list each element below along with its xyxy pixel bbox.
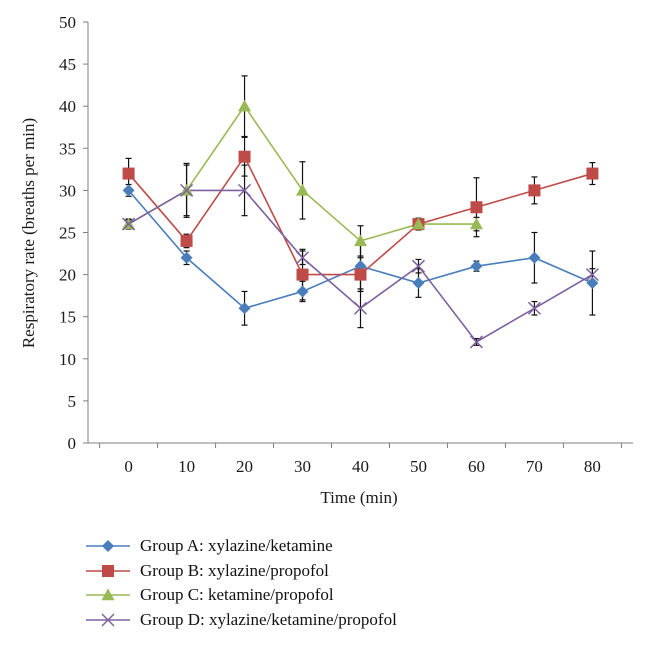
- marker-stroke: [180, 183, 194, 197]
- marker-stroke: [411, 259, 426, 273]
- legend-label: Group A: xylazine/ketamine: [140, 536, 333, 556]
- series-a-point: [528, 251, 541, 264]
- legend-swatch: [86, 540, 130, 553]
- x-tick-label: 30: [294, 457, 311, 476]
- legend-swatch: [86, 613, 130, 627]
- y-tick-label: 25: [59, 224, 76, 243]
- legend-label: Group C: ketamine/propofol: [140, 585, 334, 605]
- legend-swatch: [86, 588, 130, 601]
- series-b-point: [238, 150, 251, 163]
- y-tick-label: 35: [59, 139, 76, 158]
- y-tick-label: 30: [59, 181, 76, 200]
- y-tick-label: 10: [59, 350, 76, 369]
- series-b-point: [586, 167, 599, 180]
- legend-swatch: [86, 564, 130, 577]
- series-c-point: [469, 217, 483, 230]
- marker-stroke: [585, 268, 599, 282]
- x-tick-label: 0: [124, 457, 133, 476]
- y-tick-label: 45: [59, 55, 76, 74]
- legend-item-a: Group A: xylazine/ketamine: [84, 534, 397, 559]
- x-tick-label: 40: [352, 457, 369, 476]
- x-tick-label: 50: [410, 457, 427, 476]
- series-a-point: [296, 285, 309, 298]
- marker-stroke: [527, 301, 541, 315]
- x-tick-label: 60: [468, 457, 485, 476]
- legend-swatch-marker: [101, 588, 115, 601]
- series-d-point: [295, 251, 310, 265]
- y-tick-label: 20: [59, 266, 76, 285]
- series-a-point: [180, 251, 193, 264]
- marker-stroke: [101, 613, 115, 627]
- legend-label: Group B: xylazine/propofol: [140, 560, 329, 580]
- marker-stroke: [469, 335, 483, 349]
- series-a-point: [238, 302, 251, 315]
- marker-stroke: [353, 301, 368, 315]
- series-a-point: [586, 277, 599, 290]
- x-tick-label: 80: [584, 457, 601, 476]
- legend-label: Group D: xylazine/ketamine/propofol: [140, 609, 397, 629]
- legend-swatch-marker: [102, 564, 114, 577]
- x-tick-label: 20: [236, 457, 253, 476]
- series-d-point: [122, 217, 136, 231]
- series-d-point: [469, 335, 483, 349]
- series-b-point: [296, 268, 309, 281]
- series-a-point: [470, 260, 483, 273]
- series-b-point: [122, 167, 135, 180]
- series-c-point: [238, 99, 252, 112]
- series-c-point: [296, 183, 310, 196]
- marker-stroke: [238, 183, 252, 197]
- y-tick-label: 50: [59, 13, 76, 32]
- marker-stroke: [295, 251, 310, 265]
- legend-item-c: Group C: ketamine/propofol: [84, 583, 397, 608]
- series-a-point: [412, 277, 425, 290]
- legend: Group A: xylazine/ketamine Group B: xylaz…: [84, 534, 397, 632]
- series-d-point: [527, 301, 541, 315]
- series-d-point: [411, 259, 426, 273]
- legend-item-d: Group D: xylazine/ketamine/propofol: [84, 608, 397, 633]
- x-tick-label: 70: [526, 457, 543, 476]
- series-c-point: [411, 217, 425, 230]
- series-d-point: [353, 301, 368, 315]
- y-tick-label: 40: [59, 97, 76, 116]
- x-tick-label: 10: [178, 457, 195, 476]
- legend-swatch-marker: [101, 613, 115, 627]
- line-chart: Respiratory rate (breaths per min) Time …: [19, 13, 633, 507]
- legend-item-b: Group B: xylazine/propofol: [84, 559, 397, 584]
- series-b-point: [180, 234, 193, 247]
- y-tick-label: 15: [59, 308, 76, 327]
- series-d-point: [180, 183, 194, 197]
- x-axis-label: Time (min): [320, 488, 397, 507]
- legend-swatch-marker: [102, 540, 114, 553]
- series-a-point: [122, 184, 135, 197]
- y-tick-label: 5: [68, 392, 77, 411]
- y-axis-label: Respiratory rate (breaths per min): [19, 118, 38, 348]
- y-tick-label: 0: [68, 434, 77, 453]
- series-b-point: [528, 184, 541, 197]
- series-b-point: [354, 268, 367, 281]
- series-c-point: [354, 234, 367, 247]
- series-d-point: [238, 183, 252, 197]
- series-b-point: [470, 201, 483, 214]
- marker-stroke: [122, 217, 136, 231]
- series-d-point: [585, 268, 599, 282]
